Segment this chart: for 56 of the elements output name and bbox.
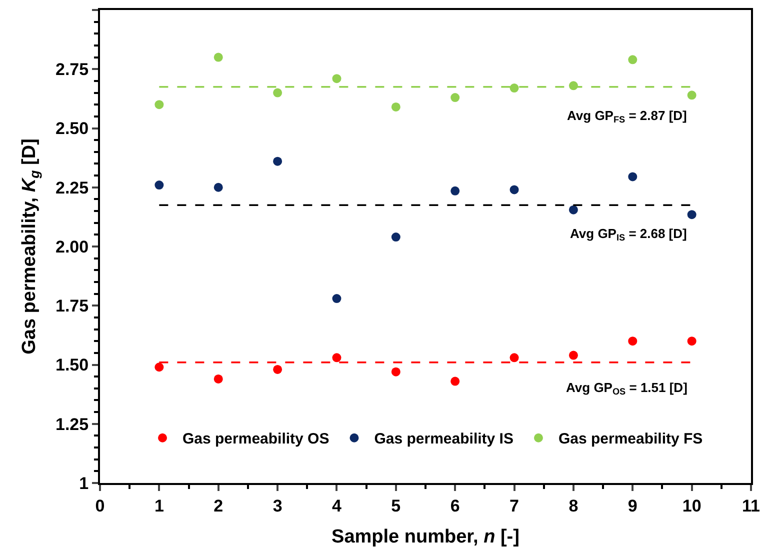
point (628, 336, 638, 346)
x-tick-label: 10 (682, 496, 702, 516)
point (450, 93, 460, 102)
y-tick-label: 2.75 (56, 60, 89, 80)
point (510, 353, 519, 362)
point (332, 353, 342, 362)
x-tick-label: 5 (391, 496, 401, 516)
y-tick-label: 2.50 (56, 119, 89, 138)
point (628, 172, 638, 182)
point (332, 294, 342, 304)
y-tick-label: 2.25 (56, 178, 89, 198)
point (450, 376, 460, 386)
point (450, 186, 460, 196)
point (214, 52, 223, 62)
x-tick-label: 2 (214, 496, 224, 516)
x-tick-label: 8 (568, 496, 578, 516)
point (214, 374, 223, 384)
point (391, 232, 400, 242)
annotation: Avg GP$_{IS}$ = 2.68 [D] (570, 226, 687, 243)
y-tick-label: 1.75 (56, 296, 89, 316)
x-tick-label: 4 (332, 496, 342, 516)
point (332, 74, 342, 84)
point (391, 102, 400, 112)
point (273, 364, 282, 374)
point (391, 367, 400, 376)
y-tick-label: 1 (79, 474, 89, 493)
point (510, 84, 519, 93)
x-tick-label: 11 (742, 496, 760, 516)
x-tick-label: 7 (510, 496, 520, 516)
legend-label: Gas permeability OS (182, 430, 330, 448)
legend-label: Gas permeability IS (374, 430, 514, 448)
point (510, 185, 519, 194)
point (273, 88, 282, 98)
point (687, 336, 696, 346)
y-tick-label: 1.50 (56, 356, 89, 375)
point (154, 100, 164, 110)
x-axis-title: Sample number, n [-] (332, 526, 520, 548)
x-tick-label: 0 (95, 496, 105, 516)
legend-label: Gas permeability FS (558, 430, 703, 448)
point (273, 156, 282, 166)
point (687, 90, 696, 100)
point (154, 362, 164, 372)
x-tick-label: 1 (154, 496, 164, 516)
point (628, 55, 638, 64)
x-tick-label: 9 (628, 496, 638, 516)
point (214, 182, 223, 192)
x-tick-label: 3 (272, 496, 282, 516)
point (568, 350, 578, 360)
y-tick-label: 2.00 (56, 237, 89, 256)
x-tick-label: 6 (450, 496, 460, 516)
point (154, 180, 164, 190)
annotation: Avg GP$_{OS}$ = 1.51 [D] (566, 380, 688, 397)
point (568, 205, 578, 214)
annotation: Avg GP$_{FS}$ = 2.87 [D] (567, 108, 687, 125)
y-tick-label: 1.25 (56, 414, 89, 434)
point (687, 210, 696, 220)
